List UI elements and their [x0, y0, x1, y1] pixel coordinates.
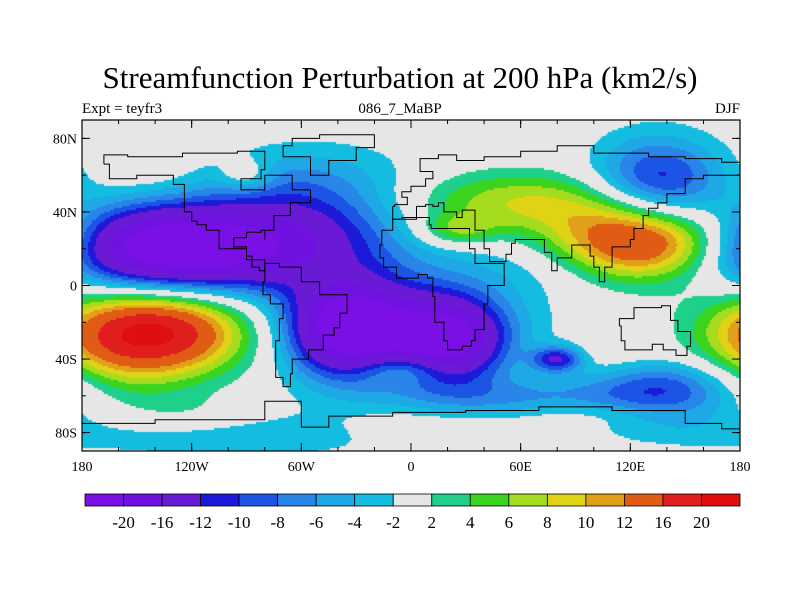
colorbar-box-1 [123, 493, 163, 507]
coastlines [81, 134, 741, 430]
colorbar-label-2: -12 [189, 513, 212, 532]
colorbar-box-8 [392, 493, 433, 507]
colorbar-box-14 [624, 493, 664, 507]
colorbar-label-8: 2 [428, 513, 437, 532]
y-tick-label-3: 40S [55, 353, 77, 368]
x-tick-label-1: 120W [175, 460, 210, 475]
chart-title: Streamfunction Perturbation at 200 hPa (… [102, 60, 698, 95]
x-tick-label-4: 60E [509, 460, 532, 475]
colorbar-label-3: -10 [228, 513, 251, 532]
colorbar-box-15 [662, 493, 702, 507]
coastline-0 [103, 150, 311, 272]
colorbar-box-10 [469, 493, 510, 507]
colorbar-box-0 [84, 493, 124, 507]
coastline-5 [618, 305, 692, 356]
colorbar-box-3 [200, 493, 240, 507]
colorbar-label-14: 16 [654, 513, 671, 532]
colorbar-label-9: 4 [466, 513, 475, 532]
streamfunction-field [82, 120, 740, 451]
y-tick-label-2: 0 [70, 280, 77, 295]
colorbar-label-1: -16 [151, 513, 174, 532]
y-tick-label-0: 80N [53, 132, 77, 147]
x-tick-label-3: 0 [408, 460, 415, 475]
colorbar-box-6 [315, 493, 356, 507]
colorbar-box-12 [546, 493, 587, 507]
colorbar-label-11: 8 [543, 513, 552, 532]
colorbar-box-7 [354, 493, 394, 507]
colorbar-box-5 [277, 493, 317, 507]
coastline-4 [282, 134, 375, 176]
colorbar: -20 -16 -12 -10 -8 -6 -4 -2 2 4 6 8 10 12 16 20 [84, 493, 741, 532]
colorbar-label-0: -20 [112, 513, 135, 532]
colorbar-label-5: -6 [309, 513, 323, 532]
colorbar-box-2 [161, 493, 201, 507]
x-tick-label-5: 120E [616, 460, 646, 475]
x-tick-label-6: 180 [730, 460, 751, 475]
subtitle-right: DJF [714, 101, 740, 117]
colorbar-label-15: 20 [693, 513, 710, 532]
colorbar-box-4 [238, 493, 279, 507]
y-tick-label-4: 80S [55, 427, 77, 442]
coastline-6 [81, 400, 740, 430]
subtitle-left: Expt = teyfr3 [82, 101, 163, 117]
colorbar-box-16 [701, 493, 741, 507]
colorbar-label-10: 6 [505, 513, 514, 532]
coastline-3 [392, 145, 741, 283]
colorbar-box-9 [431, 493, 471, 507]
colorbar-label-4: -8 [271, 513, 285, 532]
colorbar-box-11 [508, 493, 548, 507]
colorbar-label-7: -2 [386, 513, 400, 532]
colorbar-box-13 [585, 493, 625, 507]
coastline-1 [262, 262, 348, 388]
y-tick-label-1: 40N [53, 206, 77, 221]
colorbar-label-6: -4 [348, 513, 363, 532]
subtitle-center: 086_7_MaBP [358, 101, 442, 117]
coastline-2 [379, 217, 505, 351]
x-tick-label-2: 60W [288, 460, 316, 475]
colorbar-label-13: 12 [616, 513, 633, 532]
colorbar-label-12: 10 [577, 513, 594, 532]
x-tick-label-0: 180 [72, 460, 93, 475]
